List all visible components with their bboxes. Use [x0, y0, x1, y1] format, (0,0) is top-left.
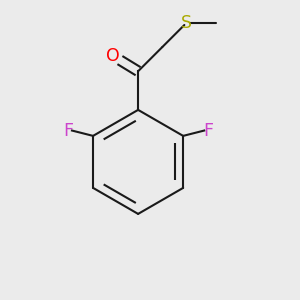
Text: O: O [106, 47, 120, 65]
Text: F: F [63, 122, 73, 140]
Text: F: F [203, 122, 213, 140]
Text: S: S [181, 14, 192, 32]
